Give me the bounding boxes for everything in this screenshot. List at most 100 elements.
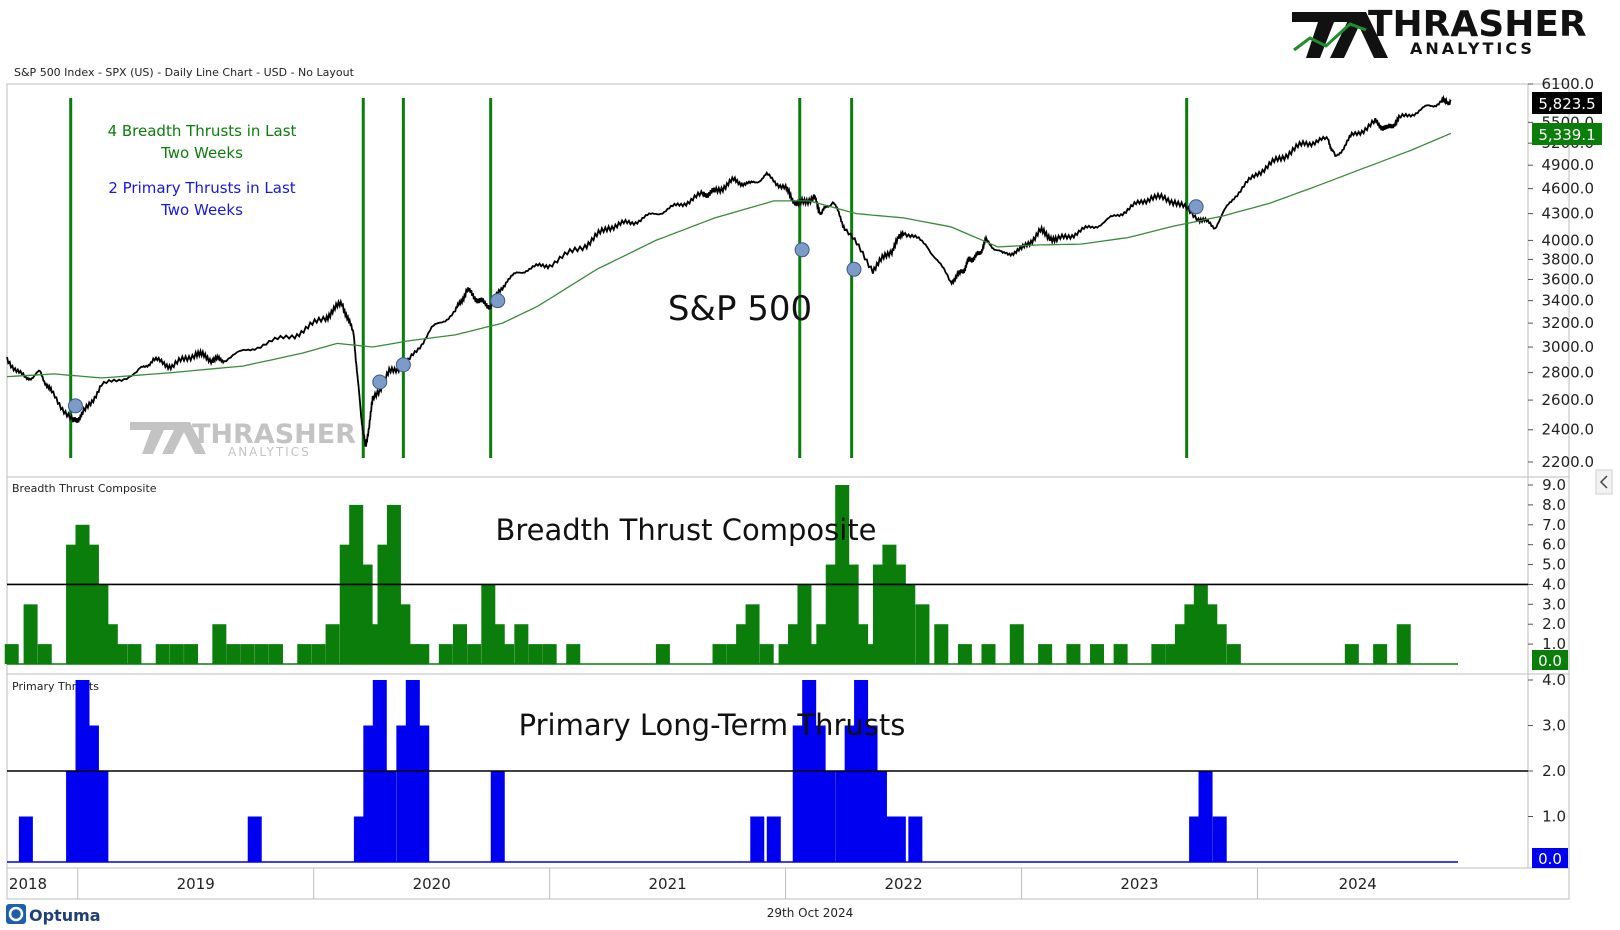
ta-logo-icon — [1292, 12, 1388, 58]
annotation-green-line1: 4 Breadth Thrusts in Last — [108, 122, 297, 140]
primary-last-value: 0.0 — [1538, 850, 1562, 868]
sp500-label: S&P 500 — [668, 289, 812, 329]
price-tick-label: 3200.0 — [1542, 314, 1595, 332]
primary-panel: Primary Thrusts 4.03.02.01.0 Primary Lon… — [7, 671, 1568, 868]
logo-sub-text: ANALYTICS — [1410, 39, 1535, 58]
price-panel: 6100.05500.05200.04900.04600.04300.04000… — [6, 75, 1613, 495]
breadth-bar — [113, 644, 128, 664]
primary-bar — [766, 816, 781, 862]
breadth-tick-label: 3.0 — [1542, 595, 1566, 613]
x-axis: 2018 2019 2020 2021 2022 2023 2024 — [9, 868, 1377, 899]
thrust-marker — [395, 357, 411, 373]
year-label: 2023 — [1120, 875, 1158, 893]
chart-title: S&P 500 Index - SPX (US) - Daily Line Ch… — [14, 66, 355, 79]
price-tick-label: 4600.0 — [1542, 180, 1595, 198]
breadth-panel-title: Breadth Thrust Composite — [12, 482, 157, 495]
primary-tick-label: 1.0 — [1542, 808, 1566, 826]
breadth-tick-label: 6.0 — [1542, 536, 1566, 554]
breadth-bar — [1226, 644, 1241, 664]
breadth-bar — [127, 644, 142, 664]
annotation-green-line2: Two Weeks — [160, 144, 243, 162]
breadth-bar — [1373, 644, 1388, 664]
breadth-bar — [184, 644, 199, 664]
breadth-bar — [514, 624, 529, 664]
breadth-bar — [981, 644, 996, 664]
breadth-tick-label: 1.0 — [1542, 635, 1566, 653]
thrust-marker — [794, 242, 810, 258]
breadth-bar — [415, 644, 430, 664]
breadth-bar — [1151, 644, 1166, 664]
breadth-bar — [500, 644, 515, 664]
primary-bar — [908, 816, 923, 862]
collapse-arrow-icon[interactable] — [1595, 469, 1613, 495]
year-label: 2024 — [1339, 875, 1377, 893]
breadth-bar — [528, 644, 543, 664]
primary-tick-label: 3.0 — [1542, 717, 1566, 735]
breadth-bar — [1396, 624, 1411, 664]
primary-tick-label: 4.0 — [1542, 671, 1566, 689]
breadth-bar — [655, 644, 670, 664]
last-price-box: 5,823.5 — [1532, 92, 1602, 114]
price-tick-label: 4900.0 — [1542, 156, 1595, 174]
price-tick-label: 3400.0 — [1542, 292, 1595, 310]
ma-price-box: 5,339.1 — [1532, 123, 1602, 145]
primary-bar — [490, 771, 505, 862]
breadth-tick-label: 7.0 — [1542, 516, 1566, 534]
breadth-bar — [1009, 624, 1024, 664]
primary-value-box: 0.0 — [1532, 848, 1568, 868]
primary-bar — [94, 771, 109, 862]
breadth-bar — [23, 604, 38, 664]
optuma-text: Optuma — [29, 906, 101, 925]
breadth-tick-label: 8.0 — [1542, 496, 1566, 514]
year-label: 2018 — [9, 875, 47, 893]
thrust-marker — [490, 293, 506, 309]
breadth-value-box: 0.0 — [1532, 650, 1568, 670]
watermark-main-text: THRASHER — [192, 419, 356, 450]
breadth-bar — [1090, 644, 1105, 664]
primary-bar — [891, 816, 906, 862]
primary-center-label: Primary Long-Term Thrusts — [519, 708, 906, 742]
thrust-marker — [372, 374, 388, 390]
price-tick-label: 4300.0 — [1542, 205, 1595, 223]
breadth-bar — [37, 644, 52, 664]
year-label: 2019 — [177, 875, 215, 893]
breadth-bar — [566, 644, 581, 664]
breadth-bar — [4, 644, 19, 664]
price-tick-label: 6100.0 — [1542, 75, 1595, 93]
breadth-bar — [155, 644, 170, 664]
breadth-bar — [438, 644, 453, 664]
year-label: 2020 — [413, 875, 451, 893]
breadth-bar — [268, 644, 283, 664]
watermark-sub-text: ANALYTICS — [228, 445, 311, 459]
breadth-bar — [240, 644, 255, 664]
breadth-bar — [745, 604, 760, 664]
breadth-tick-label: 5.0 — [1542, 556, 1566, 574]
thrust-marker — [846, 261, 862, 277]
breadth-tick-label: 4.0 — [1542, 575, 1566, 593]
breadth-bar — [467, 644, 482, 664]
breadth-bar — [957, 644, 972, 664]
breadth-bar — [311, 644, 326, 664]
price-tick-label: 2800.0 — [1542, 364, 1595, 382]
breadth-bar — [1066, 644, 1081, 664]
breadth-bar — [1038, 644, 1053, 664]
breadth-bar — [169, 644, 184, 664]
sp500-price-line — [6, 94, 1452, 447]
thrust-marker — [67, 398, 83, 414]
primary-bar — [750, 816, 765, 862]
watermark-icon — [130, 422, 206, 454]
breadth-bar — [712, 644, 727, 664]
price-tick-label: 2400.0 — [1542, 421, 1595, 439]
breadth-bar — [759, 644, 774, 664]
year-label: 2022 — [884, 875, 922, 893]
primary-bar — [821, 771, 836, 862]
breadth-bar — [542, 644, 557, 664]
annotation-blue-line1: 2 Primary Thrusts in Last — [108, 179, 295, 197]
logo-main-text: THRASHER — [1368, 4, 1587, 45]
optuma-logo: Optuma — [6, 904, 101, 925]
moving-average-line — [6, 132, 1452, 379]
price-tick-label: 2200.0 — [1542, 453, 1595, 471]
breadth-bar — [452, 624, 467, 664]
breadth-bar — [1344, 644, 1359, 664]
year-label: 2021 — [649, 875, 687, 893]
